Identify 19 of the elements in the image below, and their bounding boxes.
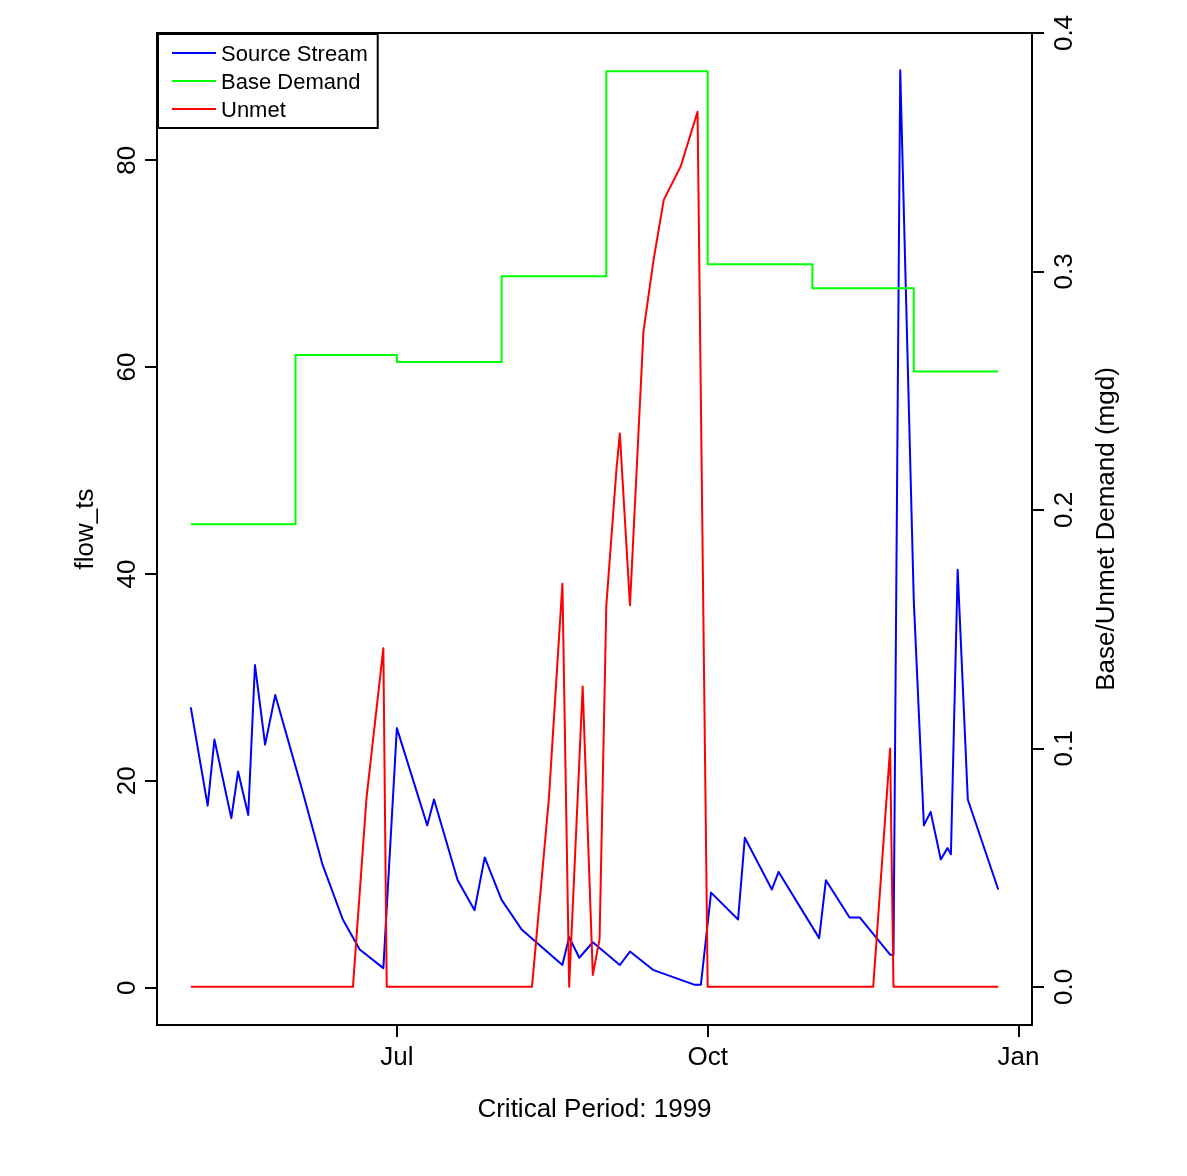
y-tick-label: 20	[111, 766, 141, 796]
y2-tick-label: 0.4	[1048, 14, 1078, 52]
y2-axis-title: Base/Unmet Demand (mgd)	[1090, 367, 1120, 691]
y2-tick-label: 0.2	[1048, 491, 1078, 528]
legend-label: Unmet	[221, 96, 286, 122]
y2-tick-label: 0.3	[1048, 253, 1078, 290]
y2-tick-label: 0.0	[1048, 968, 1078, 1005]
x-axis-title: Critical Period: 1999	[477, 1093, 712, 1123]
y-axis-title: flow_ts	[69, 488, 99, 570]
legend-label: Base Demand	[221, 68, 361, 94]
x-tick-label: Jan	[997, 1041, 1040, 1071]
x-tick-label: Oct	[687, 1041, 729, 1071]
y-tick-label: 40	[111, 559, 141, 589]
y-tick-label: 0	[111, 980, 141, 995]
legend-label: Source Stream	[221, 40, 368, 66]
y-tick-label: 60	[111, 352, 141, 382]
y-tick-label: 80	[111, 145, 141, 175]
x-tick-label: Jul	[380, 1041, 414, 1071]
y2-tick-label: 0.1	[1048, 730, 1078, 767]
